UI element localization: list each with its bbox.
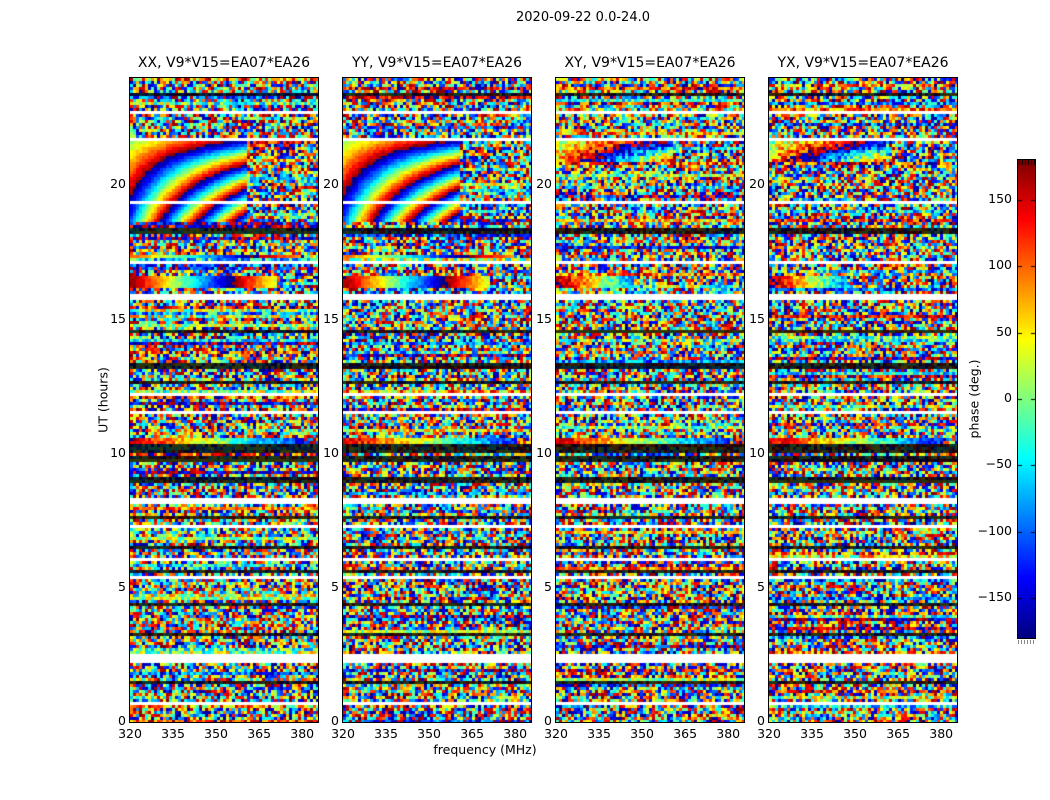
- colorbar-tick-label: 50: [996, 323, 1012, 339]
- x-tick-label: 350: [630, 726, 655, 741]
- y-tick-label: 5: [544, 578, 552, 594]
- y-tick-label: 0: [331, 713, 339, 728]
- x-tick-label: 365: [886, 726, 911, 741]
- y-tick-label: 0: [757, 713, 765, 728]
- x-tick-label: 320: [544, 726, 568, 741]
- x-tick-label: 380: [716, 726, 741, 741]
- colorbar-tick-label: −150: [977, 589, 1012, 605]
- y-tick-label: 15: [749, 310, 765, 326]
- subplot-title-yx: YX, V9*V15=EA07*EA26: [777, 55, 949, 71]
- colorbar-tick-label: 100: [988, 257, 1012, 273]
- subplot-title-xx: XX, V9*V15=EA07*EA26: [137, 55, 311, 71]
- x-tick-label: 335: [161, 726, 185, 741]
- y-tick-label: 5: [331, 578, 339, 594]
- y-axis-label: UT (hours): [95, 367, 111, 433]
- x-tick-label: 335: [800, 726, 824, 741]
- x-tick-label: 320: [118, 726, 142, 741]
- colorbar-tick-label: 0: [1004, 390, 1012, 405]
- y-tick-label: 10: [323, 444, 339, 460]
- y-tick-label: 20: [110, 176, 126, 192]
- heatmap-canvas-xy: [555, 77, 745, 723]
- y-tick-label: 10: [110, 444, 126, 460]
- colorbar-tick-label: −100: [977, 522, 1012, 538]
- x-tick-label: 335: [587, 726, 611, 741]
- x-tick-label: 365: [247, 726, 272, 741]
- heatmap-canvas-yx: [768, 77, 958, 723]
- subplot-title-xy: XY, V9*V15=EA07*EA26: [564, 55, 736, 71]
- colorbar-end-ticks: [1018, 640, 1035, 644]
- y-tick-label: 10: [536, 444, 552, 460]
- x-tick-label: 350: [843, 726, 868, 741]
- x-tick-label: 320: [757, 726, 781, 741]
- subplot-title-yy: YY, V9*V15=EA07*EA26: [351, 55, 523, 71]
- colorbar-tick-label: 150: [988, 190, 1012, 206]
- x-tick-label: 365: [460, 726, 485, 741]
- colorbar-tick-label: −50: [985, 456, 1012, 472]
- x-axis-label: frequency (MHz): [433, 742, 537, 757]
- heatmap-canvas-yy: [342, 77, 532, 723]
- y-tick-label: 5: [757, 578, 765, 594]
- figure-suptitle: 2020-09-22 0.0-24.0: [516, 10, 650, 25]
- x-tick-label: 380: [503, 726, 528, 741]
- y-tick-label: 15: [536, 310, 552, 326]
- x-tick-label: 350: [204, 726, 229, 741]
- x-tick-label: 380: [929, 726, 954, 741]
- y-tick-label: 20: [749, 176, 765, 192]
- colorbar-canvas: [1018, 160, 1035, 638]
- y-tick-label: 5: [118, 578, 126, 594]
- x-tick-label: 335: [374, 726, 398, 741]
- y-tick-label: 20: [536, 176, 552, 192]
- x-tick-label: 320: [331, 726, 355, 741]
- heatmap-canvas-xx: [129, 77, 319, 723]
- x-tick-label: 380: [290, 726, 315, 741]
- y-tick-label: 15: [110, 310, 126, 326]
- y-tick-label: 20: [323, 176, 339, 192]
- y-tick-label: 0: [118, 713, 126, 728]
- x-tick-label: 350: [417, 726, 442, 741]
- x-tick-label: 365: [673, 726, 698, 741]
- y-tick-label: 10: [749, 444, 765, 460]
- y-tick-label: 0: [544, 713, 552, 728]
- y-tick-label: 15: [323, 310, 339, 326]
- colorbar: [1017, 159, 1036, 639]
